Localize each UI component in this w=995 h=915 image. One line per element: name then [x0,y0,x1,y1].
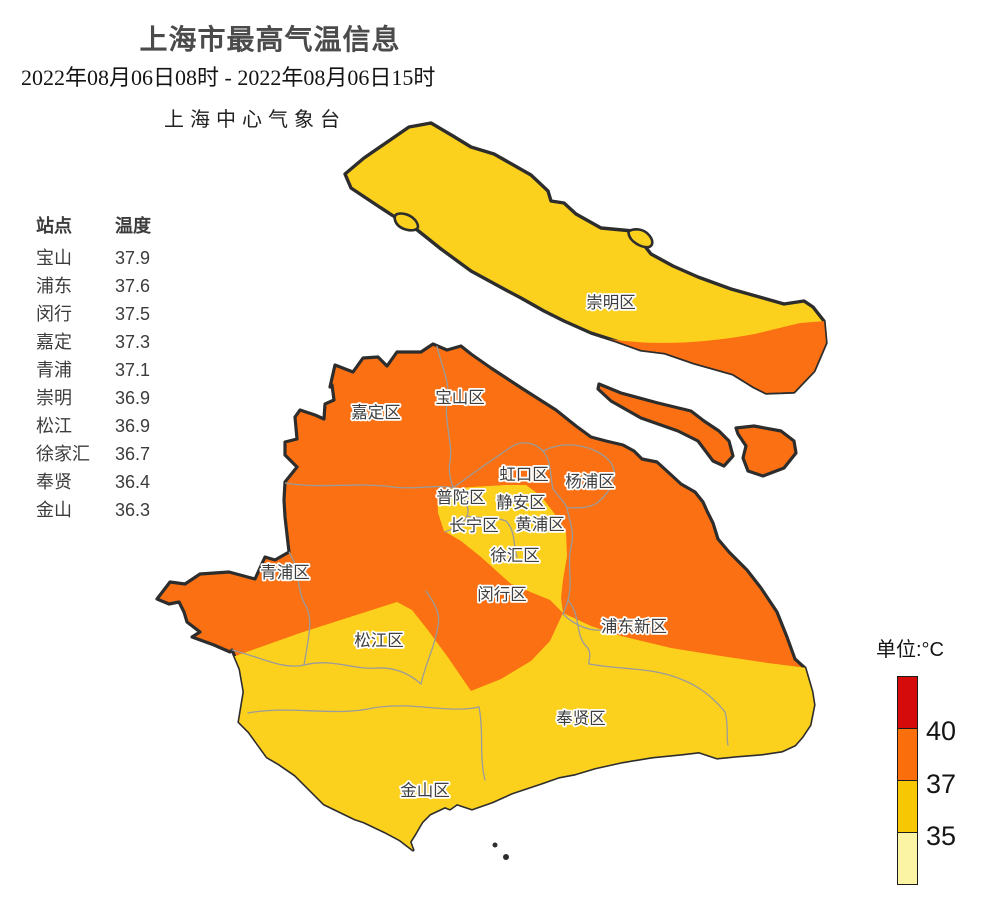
islet-east [627,228,654,249]
table-row: 嘉定 37.3 [36,328,165,356]
source-agency: 上海中心气象台 [164,109,346,131]
station-name: 金山 [36,500,72,520]
station-temperature-table: 站点 温度 宝山 37.9 浦东 37.6 闵行 37.5 嘉定 37.3 青浦 37.1… [36,212,165,524]
station-temp: 37.3 [115,332,151,352]
station-temp: 37.5 [115,304,151,324]
label-baoshan: 宝山区 [435,388,485,407]
station-name: 奉贤 [36,472,72,492]
label-huangpu: 黄浦区 [515,515,565,534]
south-islet-dot [492,842,498,848]
col-header-temp: 温度 [115,216,151,236]
chongming-orange-wedge [604,321,826,393]
table-row: 徐家汇 36.7 [36,440,165,468]
table-header-row: 站点 温度 [36,212,165,240]
date-range: 2022年08月06日08时 - 2022年08月06日15时 [21,65,436,90]
changxing-island [596,382,735,468]
page-title: 上海市最高气温信息 [139,24,401,55]
station-temp: 36.9 [115,416,151,436]
station-name: 徐家汇 [36,444,90,464]
district-borders [231,345,729,781]
station-temp: 36.7 [115,444,151,464]
label-fengxian: 奉贤区 [556,709,606,728]
islet-west [393,212,420,232]
station-name: 浦东 [36,276,72,296]
label-minhang: 闵行区 [477,585,527,604]
station-name: 崇明 [36,388,72,408]
hengsha-island [734,424,798,478]
table-row: 松江 36.9 [36,412,165,440]
south-islet-dot [503,854,509,860]
label-changning: 长宁区 [449,516,499,535]
label-jingan: 静安区 [496,493,546,512]
station-temp: 37.6 [115,276,151,296]
table-row: 金山 36.3 [36,496,165,524]
label-hongkou: 虹口区 [499,465,549,484]
label-yangpu: 杨浦区 [565,472,615,491]
label-pudong: 浦东新区 [601,617,667,636]
label-qingpu: 青浦区 [260,563,310,582]
station-temp: 36.9 [115,388,151,408]
table-row: 浦东 37.6 [36,272,165,300]
station-temp: 36.4 [115,472,151,492]
table-row: 闵行 37.5 [36,300,165,328]
label-xuhui: 徐汇区 [490,546,540,565]
label-jinshan: 金山区 [400,781,450,800]
chongming-island [343,121,828,395]
station-temp: 37.9 [115,248,151,268]
station-name: 青浦 [36,360,72,380]
station-name: 松江 [36,416,72,436]
station-temp: 37.1 [115,360,151,380]
district-labels: 崇明区 嘉定区 宝山区 虹口区 杨浦区 普陀区 静安区 长宁区 黄浦区 徐汇区 … [259,291,669,802]
station-name: 闵行 [36,304,72,324]
label-jiading: 嘉定区 [351,403,401,422]
label-songjiang: 松江区 [354,631,404,650]
table-row: 崇明 36.9 [36,384,165,412]
table-row: 宝山 37.9 [36,244,165,272]
station-temp: 36.3 [115,500,151,520]
label-chongming: 崇明区 [586,293,636,312]
station-name: 嘉定 [36,332,72,352]
table-row: 青浦 37.1 [36,356,165,384]
col-header-station: 站点 [36,216,72,236]
label-putuo: 普陀区 [436,488,486,507]
table-row: 奉贤 36.4 [36,468,165,496]
station-name: 宝山 [36,248,72,268]
